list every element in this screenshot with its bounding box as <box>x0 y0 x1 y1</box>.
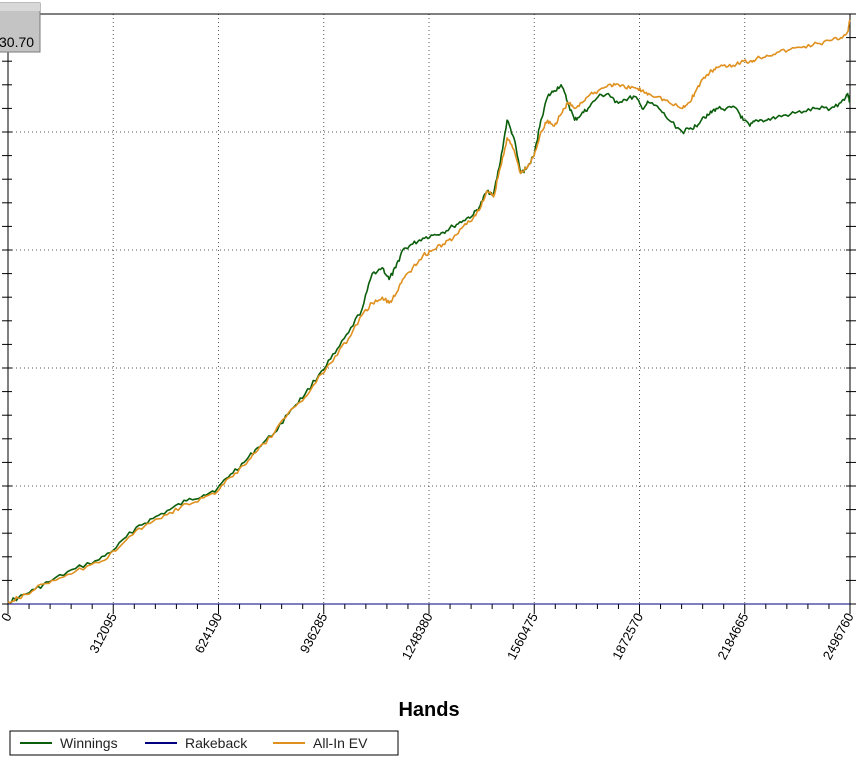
legend-label: All-In EV <box>313 735 368 751</box>
legend-label: Winnings <box>60 735 118 751</box>
legend-box <box>9 730 399 756</box>
value-box-label: 30.70 <box>0 34 34 50</box>
x-tick-label: 936285 <box>297 610 331 655</box>
x-tick-label: 2496760 <box>820 610 857 662</box>
value-box: 30.70 <box>0 2 41 53</box>
x-axis-title: Hands <box>398 699 459 721</box>
x-tick-label: 2184665 <box>714 610 751 662</box>
legend-label: Rakeback <box>185 735 248 751</box>
x-tick-label: 0 <box>0 610 15 623</box>
x-tick-label: 1872570 <box>609 610 646 662</box>
series-line-all-in-ev <box>7 19 851 604</box>
x-tick-label: 1248380 <box>399 610 436 662</box>
x-tick-label: 1560475 <box>504 610 541 662</box>
x-tick-label: 312095 <box>86 610 120 655</box>
y-axis-ticks <box>2 13 856 605</box>
x-tick-label: 624190 <box>192 610 226 655</box>
x-axis: 0 312095 624190 936285 1248380 1560475 1872570… <box>0 604 857 662</box>
legend: Winnings Rakeback All-In EV <box>9 730 399 756</box>
grid <box>8 14 850 604</box>
series-line-winnings <box>7 84 851 604</box>
series-lines <box>7 19 851 605</box>
